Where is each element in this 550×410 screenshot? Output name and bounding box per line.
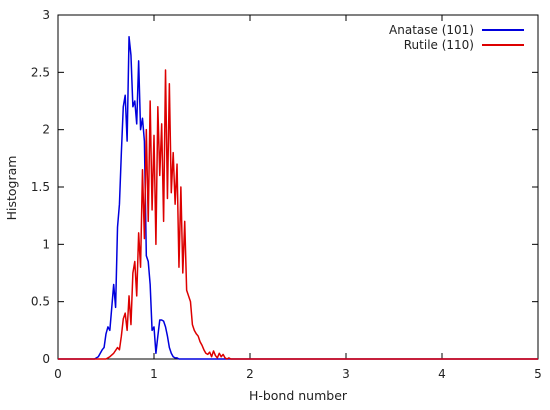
y-tick-label: 3 — [42, 8, 50, 22]
y-tick-label: 1.5 — [31, 180, 50, 194]
x-tick-label: 4 — [438, 367, 446, 381]
x-axis: 0 1 2 3 4 5 — [54, 15, 542, 381]
y-axis: 0 0.5 1 1.5 2 2.5 3 — [31, 8, 538, 366]
y-tick-label: 1 — [42, 237, 50, 251]
y-axis-label: Histogram — [4, 156, 19, 221]
legend-label: Rutile (110) — [404, 38, 474, 52]
series-line-rutile — [58, 69, 538, 360]
x-tick-label: 1 — [150, 367, 158, 381]
x-tick-label: 2 — [246, 367, 254, 381]
y-tick-label: 2 — [42, 123, 50, 137]
series-layer — [58, 36, 538, 360]
y-tick-label: 0.5 — [31, 295, 50, 309]
legend-label: Anatase (101) — [389, 23, 474, 37]
legend: Anatase (101)Rutile (110) — [389, 23, 524, 52]
y-tick-label: 0 — [42, 352, 50, 366]
x-axis-label: H-bond number — [249, 388, 348, 403]
x-tick-label: 0 — [54, 367, 62, 381]
y-tick-label: 2.5 — [31, 65, 50, 79]
series-line-anatase — [58, 36, 538, 360]
x-tick-label: 5 — [534, 367, 542, 381]
x-tick-label: 3 — [342, 367, 350, 381]
